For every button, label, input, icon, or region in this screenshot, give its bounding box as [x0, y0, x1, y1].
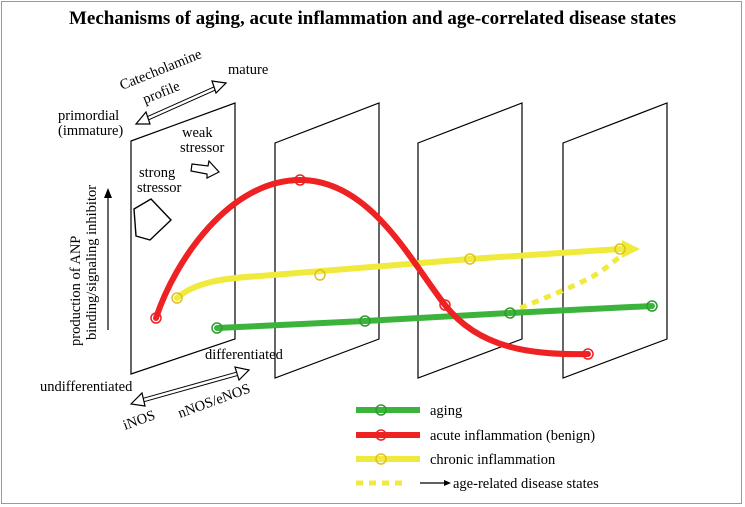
yellow-marker: [614, 243, 626, 255]
legend-item-acute: acute inflammation (benign): [356, 428, 595, 444]
legend-label-acute: acute inflammation (benign): [430, 428, 595, 444]
red-marker: [294, 174, 306, 186]
legend-label-aging: aging: [430, 403, 462, 419]
weak-stressor-label: stressor: [180, 140, 224, 156]
plane-1: [130, 102, 236, 375]
plane-3: [417, 102, 523, 379]
catecholamine-double-arrow: [134, 80, 228, 125]
mature-label: mature: [228, 62, 268, 78]
immature-label: (immature): [58, 123, 123, 139]
inos-label: iNOS: [121, 407, 158, 433]
legend-item-aging: aging: [356, 403, 462, 419]
yellow-marker: [314, 269, 326, 281]
plane-2: [274, 102, 380, 379]
strong-stressor-label: stressor: [137, 180, 181, 196]
legend-item-disease: age-related disease states: [356, 476, 599, 492]
disease-states-dotted-line: [507, 254, 622, 316]
legend-label-chronic: chronic inflammation: [430, 452, 556, 468]
yellow-marker: [464, 253, 476, 265]
chronic-arrowhead: [622, 240, 640, 258]
aging-line: [214, 303, 655, 331]
acute-inflammation-line: [153, 176, 591, 358]
red-markers: [150, 174, 594, 360]
strong-stressor-arrow: [133, 198, 172, 241]
strong-label: strong: [139, 165, 175, 181]
red-marker: [439, 299, 451, 311]
y-axis-arrow: [104, 188, 112, 330]
plane-4: [562, 102, 668, 379]
figure-title: Mechanisms of aging, acute inflammation …: [68, 8, 677, 29]
green-marker: [646, 300, 658, 312]
green-marker: [211, 322, 223, 334]
weak-label: weak: [182, 125, 213, 141]
legend-label-disease: age-related disease states: [453, 476, 599, 492]
differentiated-label: differentiated: [205, 347, 284, 363]
primordial-label: primordial: [58, 108, 119, 124]
legend: aging acute inflammation (benign) chroni…: [356, 403, 599, 492]
y-axis-label-line2: binding/signaling inhibitor: [84, 185, 100, 340]
chronic-inflammation-line: [174, 246, 623, 301]
legend-item-chronic: chronic inflammation: [356, 452, 556, 468]
weak-stressor-arrow: [190, 159, 220, 179]
red-marker: [150, 312, 162, 324]
nos-double-arrow: [129, 366, 251, 407]
yellow-marker: [171, 292, 183, 304]
red-marker: [582, 348, 594, 360]
y-axis-label-line1: production of ANP: [68, 236, 84, 346]
green-markers: [211, 300, 658, 334]
green-marker: [359, 315, 371, 327]
yellow-markers: [171, 243, 626, 304]
green-marker: [504, 307, 516, 319]
undifferentiated-label: undifferentiated: [40, 379, 133, 395]
